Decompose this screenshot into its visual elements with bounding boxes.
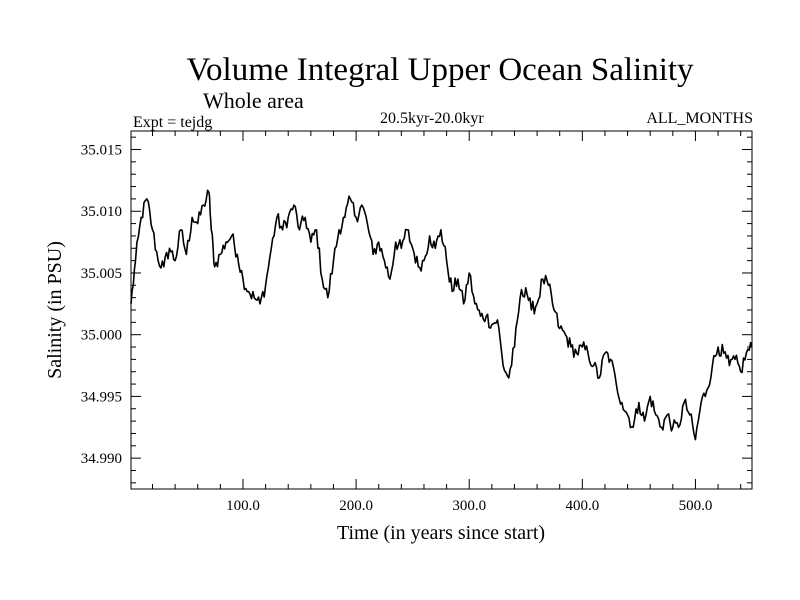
y-tick-label: 34.990	[81, 451, 122, 467]
plot-frame	[130, 130, 753, 490]
axis-ticks: 100.0 200.0 300.0 400.0 500.0 34.990 34.995 35.…	[81, 131, 752, 514]
x-axis-label: Time (in years since start)	[337, 522, 545, 544]
period-label: 20.5kyr-20.0kyr	[380, 110, 484, 127]
y-axis-label: Salinity (in PSU)	[44, 241, 66, 379]
chart-title: Volume Integral Upper Ocean Salinity	[186, 52, 694, 88]
experiment-label: Expt = tejdg	[133, 114, 213, 131]
y-tick-label: 35.010	[81, 204, 122, 220]
x-tick-label: 400.0	[565, 498, 599, 514]
series-layer	[130, 189, 753, 441]
x-tick-label: 100.0	[226, 498, 260, 514]
y-tick-label: 35.005	[81, 266, 122, 282]
x-tick-label: 300.0	[452, 498, 486, 514]
y-tick-label: 35.000	[81, 328, 122, 344]
series-line-salinity	[130, 189, 753, 441]
x-tick-label: 200.0	[339, 498, 373, 514]
months-label: ALL_MONTHS	[646, 110, 753, 127]
x-tick-label: 500.0	[679, 498, 713, 514]
y-tick-label: 35.015	[81, 143, 122, 159]
chart-subtitle: Whole area	[203, 88, 304, 113]
y-tick-label: 34.995	[81, 389, 122, 405]
